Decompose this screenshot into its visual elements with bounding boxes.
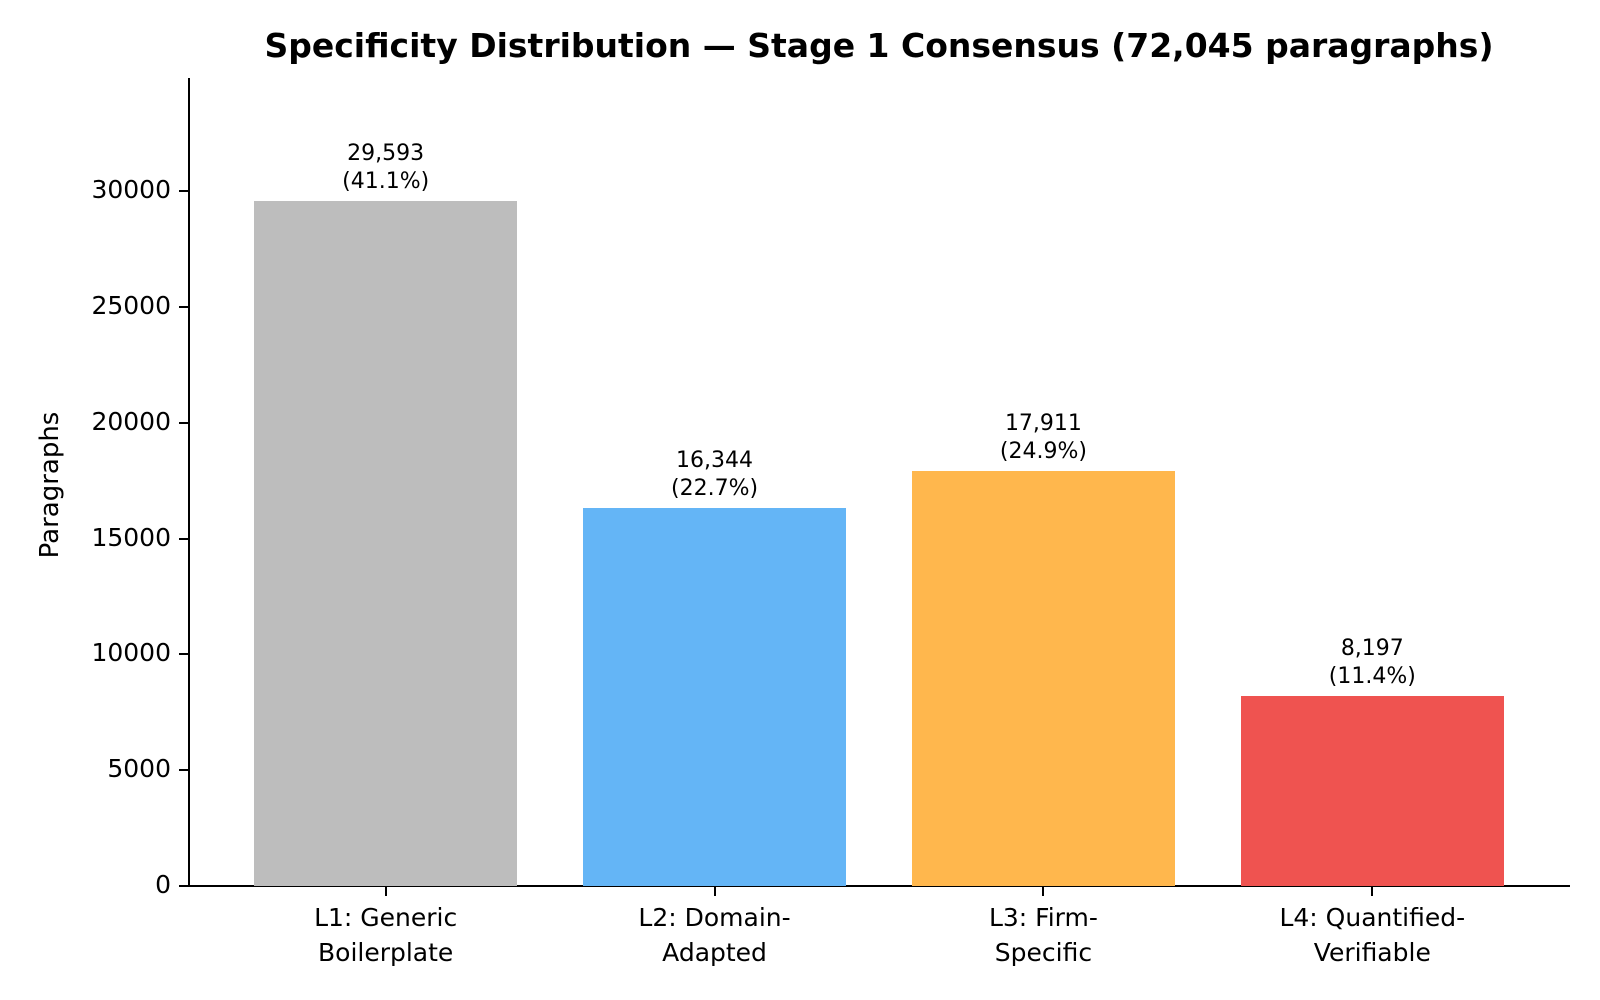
x-tick-label-l3-firm-specific: L3: Firm- Specific	[873, 900, 1213, 970]
x-axis-spine	[188, 885, 1570, 887]
bar-percent-l2-domain-adapted: (22.7%)	[671, 475, 759, 501]
bar-l3-firm-specific	[911, 471, 1175, 886]
x-tick-label-l2-domain-adapted: L2: Domain- Adapted	[545, 900, 885, 970]
bar-l1-generic-boilerplate	[254, 200, 518, 886]
y-tick-label-30000: 30000	[91, 175, 171, 205]
bar-value-l4-quantified-verifiable: 8,197	[1340, 636, 1404, 662]
bar-percent-l1-generic-boilerplate: (41.1%)	[342, 168, 430, 194]
y-tick-mark-0	[179, 885, 188, 887]
bar-value-l3-firm-specific: 17,911	[1004, 411, 1082, 437]
y-tick-mark-15000	[179, 537, 188, 540]
y-tick-mark-5000	[179, 769, 188, 772]
y-tick-label-20000: 20000	[91, 406, 171, 436]
bar-percent-l3-firm-specific: (24.9%)	[999, 439, 1087, 465]
x-tick-label-line: Adapted	[662, 938, 767, 967]
bar-value-annotation-l1-generic-boilerplate: 29,593 (41.1%)	[216, 140, 556, 196]
x-tick-label-l1-generic-boilerplate: L1: Generic Boilerplate	[216, 900, 556, 970]
y-tick-label-0: 0	[155, 870, 171, 899]
bar-value-annotation-l4-quantified-verifiable: 8,197 (11.4%)	[1202, 635, 1542, 691]
y-tick-mark-25000	[179, 306, 188, 309]
bar-value-annotation-l3-firm-specific: 17,911 (24.9%)	[873, 410, 1213, 466]
x-tick-label-line: Boilerplate	[318, 938, 454, 967]
y-tick-label-25000: 25000	[91, 291, 171, 321]
bar-l4-quantified-verifiable	[1240, 696, 1504, 886]
x-tick-mark-l3-firm-specific	[1042, 887, 1045, 896]
x-tick-label-line: L4: Quantified-	[1279, 903, 1466, 932]
bar-value-annotation-l2-domain-adapted: 16,344 (22.7%)	[545, 447, 885, 503]
y-tick-mark-30000	[179, 190, 188, 193]
x-tick-mark-l2-domain-adapted	[713, 887, 716, 896]
y-tick-mark-20000	[179, 421, 188, 424]
x-tick-label-line: L1: Generic	[314, 903, 458, 932]
x-tick-label-line: L3: Firm-	[988, 903, 1098, 932]
x-tick-mark-l4-quantified-verifiable	[1371, 887, 1374, 896]
bar-l2-domain-adapted	[583, 507, 847, 886]
x-tick-label-line: Verifiable	[1313, 938, 1431, 967]
bar-value-l2-domain-adapted: 16,344	[676, 447, 754, 473]
y-tick-label-15000: 15000	[91, 522, 171, 552]
y-tick-mark-10000	[179, 653, 188, 656]
y-tick-label-10000: 10000	[91, 638, 171, 668]
x-tick-label-l4-quantified-verifiable: L4: Quantified- Verifiable	[1202, 900, 1542, 970]
x-tick-label-line: L2: Domain-	[638, 903, 791, 932]
x-tick-label-line: Specific	[994, 938, 1093, 967]
y-axis-spine	[188, 78, 190, 887]
bar-value-l1-generic-boilerplate: 29,593	[347, 140, 425, 166]
x-tick-mark-l1-generic-boilerplate	[384, 887, 387, 896]
chart-title: Specificity Distribution — Stage 1 Conse…	[264, 26, 1494, 65]
bar-percent-l4-quantified-verifiable: (11.4%)	[1328, 664, 1416, 690]
y-tick-label-5000: 5000	[107, 754, 171, 784]
